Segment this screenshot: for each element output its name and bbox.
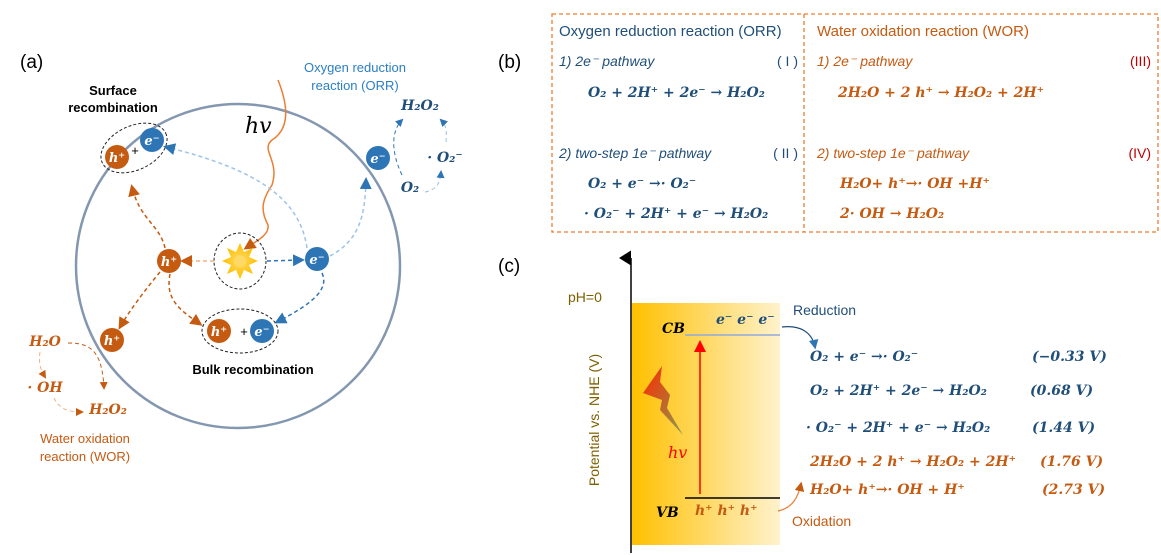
electron-label: e⁻	[370, 152, 385, 167]
cb-electrons: e⁻ e⁻ e⁻	[716, 312, 775, 328]
y-axis-label: Potential vs. NHE (V)	[586, 354, 602, 486]
superoxide-intermediate: · O₂⁻	[427, 150, 462, 166]
reduction-arrow	[781, 326, 819, 350]
electron-arrow	[266, 254, 305, 267]
wor-eq1: 2H₂O + 2 h⁺ → H₂O₂ + 2H⁺	[837, 85, 1044, 101]
sun-core	[234, 255, 246, 267]
surface-recombination-electron-arrow	[163, 143, 308, 249]
wor-arrow-step2	[53, 397, 84, 416]
vb-label: VB	[656, 505, 679, 521]
panel-a: (a) Surface recombination h⁺ + e⁻ hv Oxyg…	[20, 52, 463, 464]
wor-eq2a: H₂O+ h⁺→· OH +H⁺	[839, 176, 990, 192]
reaction-potential: (1.76 V)	[1040, 454, 1103, 470]
ph-label: pH=0	[568, 289, 602, 305]
electron-label: e⁻	[309, 253, 324, 268]
bulk-recombination-electron-arrow	[274, 272, 325, 324]
orr-arrow-direct	[393, 118, 404, 176]
orr-path1-id: ( I )	[777, 53, 798, 69]
reaction-potential: (2.73 V)	[1042, 482, 1105, 498]
electron-particle	[140, 128, 164, 152]
lightning-icon	[643, 366, 683, 435]
surface-hole	[100, 328, 124, 352]
panel-label-c: (c)	[498, 256, 520, 277]
h2o2-product: H₂O₂	[400, 98, 439, 114]
orr-title: Oxygen reduction reaction (ORR)	[559, 23, 782, 40]
light-wave	[243, 79, 287, 250]
orr-eq1: O₂ + 2H⁺ + 2e⁻ → H₂O₂	[588, 85, 765, 101]
hole-label: h⁺	[109, 151, 125, 166]
panel-c: (c) pH=0 Potential vs. NHE (V) CB e⁻ e⁻ …	[498, 250, 1107, 553]
wor-path2-title: 2) two-step 1e⁻ pathway	[816, 145, 970, 161]
bulk-electron	[305, 247, 329, 271]
hole-label: h⁺	[161, 255, 177, 270]
surface-recombination-hole-arrow	[128, 184, 166, 249]
hole-label: h⁺	[211, 325, 227, 340]
orr-label: Oxygen reduction reaction (ORR)	[304, 60, 406, 93]
plus-sign: +	[240, 324, 248, 339]
panel-label-a: (a)	[20, 52, 43, 73]
bulk-recombination-ellipse	[201, 308, 279, 354]
wor-eq2b: 2· OH → H₂O₂	[839, 206, 944, 222]
wor-path1-id: (III)	[1130, 53, 1151, 69]
plus-sign: +	[131, 143, 139, 158]
vb-holes: h⁺ h⁺ h⁺	[695, 503, 757, 519]
hole-particle	[207, 319, 231, 343]
hydroxyl-intermediate: · OH	[27, 380, 63, 396]
bulk-recombination-label: Bulk recombination	[192, 362, 313, 377]
surface-recombination-ellipse	[100, 122, 168, 174]
oxidation-arrow	[777, 481, 805, 512]
orr-path2-id: ( II )	[773, 145, 798, 161]
wor-title: Water oxidation reaction (WOR)	[817, 23, 1029, 40]
reaction-equation: O₂ + 2H⁺ + 2e⁻ → H₂O₂	[810, 383, 987, 399]
orr-arrow-step2	[439, 118, 449, 143]
hole-label: h⁺	[104, 334, 120, 349]
hole-to-surface-arrow	[118, 271, 161, 330]
electron-label: e⁻	[254, 325, 269, 340]
orr-arrow-step1	[424, 170, 445, 193]
bulk-hole	[157, 249, 181, 273]
reaction-equation: 2H₂O + 2 h⁺ → H₂O₂ + 2H⁺	[809, 454, 1016, 470]
panel-label-b: (b)	[498, 52, 521, 73]
electron-label: e⁻	[144, 134, 159, 149]
hv-label: hv	[245, 114, 272, 139]
reduction-label: Reduction	[793, 302, 856, 318]
electron-to-surface-arrow	[329, 177, 372, 257]
orr-column: Oxygen reduction reaction (ORR) 1) 2e⁻ p…	[558, 23, 798, 222]
reaction-potential: (1.44 V)	[1032, 420, 1095, 436]
particle-circle	[74, 102, 402, 430]
o2-reactant: O₂	[401, 180, 419, 196]
wor-arrow-direct	[67, 342, 108, 390]
wor-column: Water oxidation reaction (WOR) 1) 2e⁻ pa…	[816, 23, 1151, 222]
reaction-potential: (−0.33 V)	[1032, 349, 1107, 365]
oxidation-label: Oxidation	[792, 513, 851, 529]
reaction-equation: O₂ + e⁻ →· O₂⁻	[810, 349, 918, 365]
orr-eq2b: · O₂⁻ + 2H⁺ + e⁻ → H₂O₂	[584, 206, 768, 222]
wor-label: Water oxidation reaction (WOR)	[40, 431, 130, 464]
excitation-ellipse	[213, 232, 267, 290]
wor-path2-id: (IV)	[1128, 145, 1151, 161]
reaction-potentials: O₂ + e⁻ →· O₂⁻ (−0.33 V) O₂ + 2H⁺ + 2e⁻ …	[806, 349, 1107, 498]
hole-particle	[105, 145, 129, 169]
wor-arrow-step1	[38, 351, 47, 379]
reaction-equation: · O₂⁻ + 2H⁺ + e⁻ → H₂O₂	[806, 420, 990, 436]
semiconductor-band	[632, 303, 780, 545]
orr-eq2a: O₂ + e⁻ →· O₂⁻	[588, 176, 696, 192]
orr-path1-title: 1) 2e⁻ pathway	[559, 53, 655, 69]
hv-label-c: hv	[668, 443, 687, 462]
reactions-box	[551, 13, 1159, 233]
surface-recombination-label: Surface recombination	[68, 83, 158, 115]
wor-path1-title: 1) 2e⁻ pathway	[817, 53, 913, 69]
cb-label: CB	[662, 321, 685, 337]
reaction-equation: H₂O+ h⁺→· OH + H⁺	[809, 482, 965, 498]
h2o-reactant: H₂O	[28, 334, 61, 350]
bulk-recombination-hole-arrow	[168, 273, 203, 326]
electron-particle	[250, 319, 274, 343]
reaction-potential: (0.68 V)	[1030, 383, 1093, 399]
surface-electron	[366, 146, 390, 170]
h2o2-product-wor: H₂O₂	[88, 402, 127, 418]
panel-b: (b) Oxygen reduction reaction (ORR) 1) 2…	[498, 13, 1159, 233]
orr-path2-title: 2) two-step 1e⁻ pathway	[558, 145, 712, 161]
